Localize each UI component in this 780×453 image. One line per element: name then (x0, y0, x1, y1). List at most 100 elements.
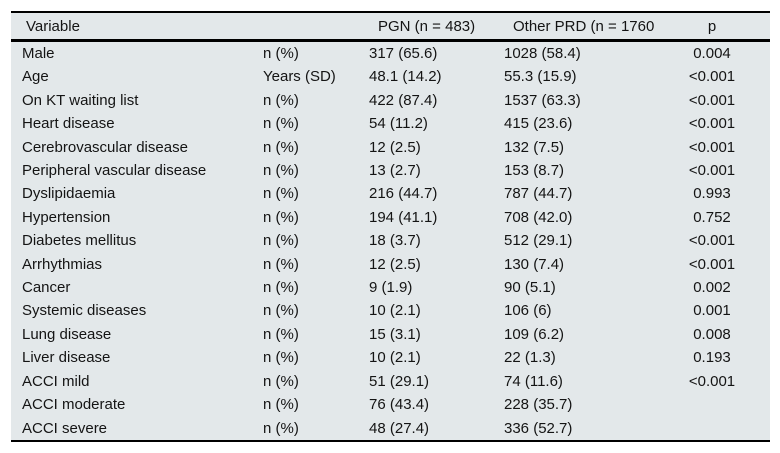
cell-other-prd: 74 (11.6) (504, 372, 563, 390)
cell-other-prd: 55.3 (15.9) (504, 68, 577, 86)
cell-p-value: <0.001 (688, 232, 736, 250)
cell-p-value: <0.001 (688, 162, 736, 180)
cell-variable: Arrhythmias (22, 255, 103, 273)
comparison-table-container: Variable PGN (n = 483) Other PRD (n = 17… (11, 11, 770, 442)
cell-variable: Lung disease (22, 325, 112, 343)
table-row: Arrhythmias n (%) 12 (2.5) 130 (7.4) <0.001 (11, 253, 770, 276)
table-row: Lung disease n (%) 15 (3.1) 109 (6.2) 0.008 (11, 323, 770, 346)
cell-pgn: 422 (87.4) (369, 91, 438, 109)
cell-other-prd: 22 (1.3) (504, 349, 556, 367)
cell-pgn: 54 (11.2) (369, 115, 428, 133)
table-row: Cancer n (%) 9 (1.9) 90 (5.1) 0.002 (11, 276, 770, 299)
table-row: Heart disease n (%) 54 (11.2) 415 (23.6) <0.… (11, 112, 770, 135)
cell-variable: Dyslipidaemia (22, 185, 116, 203)
table-row: On KT waiting list n (%) 422 (87.4) 1537 (6… (11, 89, 770, 112)
cell-variable: On KT waiting list (22, 91, 139, 109)
cell-p-value: <0.001 (688, 115, 736, 133)
cell-variable: Peripheral vascular disease (22, 162, 207, 180)
table-row: ACCI moderate n (%) 76 (43.4) 228 (35.7) (11, 393, 770, 416)
cell-pgn: 48 (27.4) (369, 419, 430, 437)
table-row: Diabetes mellitus n (%) 18 (3.7) 512 (29.1)… (11, 229, 770, 252)
table-row: Age Years (SD) 48.1 (14.2) 55.3 (15.9) <0.00… (11, 65, 770, 88)
table-row: Hypertension n (%) 194 (41.1) 708 (42.0) 0.7… (11, 206, 770, 229)
cell-pgn: 51 (29.1) (369, 372, 430, 390)
cell-other-prd: 1028 (58.4) (504, 45, 581, 62)
comparison-table: Variable PGN (n = 483) Other PRD (n = 17… (11, 11, 770, 442)
cell-unit: n (%) (263, 91, 299, 109)
cell-p-value: <0.001 (688, 68, 736, 86)
cell-unit: n (%) (263, 208, 299, 226)
cell-unit: n (%) (263, 115, 299, 133)
cell-p-value: 0.752 (693, 208, 731, 226)
cell-other-prd: 130 (7.4) (504, 255, 565, 273)
cell-other-prd: 109 (6.2) (504, 325, 565, 343)
cell-unit: n (%) (263, 419, 299, 437)
cell-pgn: 12 (2.5) (369, 138, 421, 156)
cell-unit: n (%) (263, 162, 299, 180)
cell-variable: Cerebrovascular disease (22, 138, 188, 156)
header-variable: Variable (11, 12, 263, 42)
cell-variable: Male (22, 45, 55, 62)
cell-p-value: 0.193 (693, 349, 731, 367)
cell-unit: n (%) (263, 325, 299, 343)
cell-pgn: 194 (41.1) (369, 208, 438, 226)
cell-unit: n (%) (263, 232, 299, 250)
table-row: ACCI severe n (%) 48 (27.4) 336 (52.7) (11, 417, 770, 441)
cell-p-value: 0.004 (693, 45, 731, 62)
cell-other-prd: 415 (23.6) (504, 115, 573, 133)
cell-pgn: 13 (2.7) (369, 162, 421, 180)
cell-p-value: <0.001 (688, 372, 736, 390)
cell-other-prd: 512 (29.1) (504, 232, 573, 250)
cell-unit: n (%) (263, 185, 299, 203)
cell-pgn: 317 (65.6) (369, 45, 438, 62)
cell-unit: n (%) (263, 372, 299, 390)
table-header: Variable PGN (n = 483) Other PRD (n = 17… (11, 12, 770, 42)
header-p-value: p (654, 12, 770, 42)
table-body: Male n (%) 317 (65.6) 1028 (58.4) 0.004 Age Ye… (11, 41, 770, 441)
cell-unit: Years (SD) (263, 68, 336, 86)
cell-variable: ACCI mild (22, 372, 90, 390)
cell-pgn: 15 (3.1) (369, 325, 421, 343)
table-row: Male n (%) 317 (65.6) 1028 (58.4) 0.004 (11, 41, 770, 66)
cell-pgn: 12 (2.5) (369, 255, 421, 273)
cell-other-prd: 787 (44.7) (504, 185, 573, 203)
header-other-prd: Other PRD (n = 1760) (504, 12, 654, 42)
cell-unit: n (%) (263, 255, 299, 273)
cell-other-prd: 106 (6) (504, 302, 552, 320)
header-unit (263, 12, 369, 42)
cell-p-value: <0.001 (688, 138, 736, 156)
cell-p-value: 0.008 (693, 325, 731, 343)
cell-unit: n (%) (263, 45, 299, 62)
table-row: Liver disease n (%) 10 (2.1) 22 (1.3) 0.193 (11, 346, 770, 369)
cell-unit: n (%) (263, 138, 299, 156)
cell-pgn: 76 (43.4) (369, 396, 430, 414)
table-row: Peripheral vascular disease n (%) 13 (2.7)… (11, 159, 770, 182)
cell-unit: n (%) (263, 396, 299, 414)
table-row: Cerebrovascular disease n (%) 12 (2.5) 132 … (11, 136, 770, 159)
header-pgn: PGN (n = 483) (369, 12, 504, 42)
cell-pgn: 216 (44.7) (369, 185, 438, 203)
cell-other-prd: 1537 (63.3) (504, 91, 581, 109)
cell-p-value: 0.993 (693, 185, 731, 203)
table-row: Dyslipidaemia n (%) 216 (44.7) 787 (44.7) 0.… (11, 182, 770, 205)
table-row: Systemic diseases n (%) 10 (2.1) 106 (6) 0.0… (11, 299, 770, 322)
header-row: Variable PGN (n = 483) Other PRD (n = 17… (11, 12, 770, 42)
cell-other-prd: 153 (8.7) (504, 162, 565, 180)
table-row: ACCI mild n (%) 51 (29.1) 74 (11.6) <0.001 (11, 370, 770, 393)
cell-other-prd: 132 (7.5) (504, 138, 565, 156)
cell-pgn: 9 (1.9) (369, 279, 413, 297)
cell-other-prd: 708 (42.0) (504, 208, 573, 226)
cell-unit: n (%) (263, 349, 299, 367)
cell-variable: Systemic diseases (22, 302, 147, 320)
cell-p-value: 0.002 (693, 279, 731, 297)
cell-variable: Diabetes mellitus (22, 232, 137, 250)
cell-p-value: <0.001 (688, 255, 736, 273)
cell-variable: Cancer (22, 279, 71, 297)
cell-unit: n (%) (263, 279, 299, 297)
cell-variable: ACCI severe (22, 419, 108, 437)
cell-other-prd: 90 (5.1) (504, 279, 556, 297)
cell-pgn: 10 (2.1) (369, 349, 421, 367)
cell-other-prd: 228 (35.7) (504, 396, 573, 414)
cell-p-value (654, 417, 770, 441)
cell-p-value (654, 393, 770, 416)
